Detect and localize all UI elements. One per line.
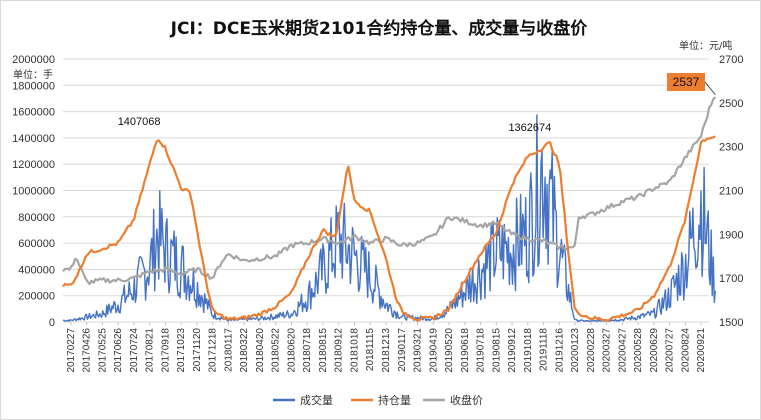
x-tick-label: 20170918	[160, 328, 171, 373]
right-tick-label: 1900	[719, 229, 743, 241]
right-tick-label: 2700	[719, 54, 743, 66]
annotations: 1407068 1362674	[118, 116, 552, 134]
right-tick-label: 2500	[719, 98, 743, 110]
x-tick-label: 20180620	[286, 328, 297, 373]
series-line-close-price	[62, 96, 717, 286]
x-tick-label: 20190520	[444, 328, 455, 373]
x-tick-label: 20180117	[223, 328, 234, 372]
legend-label: 成交量	[300, 393, 333, 407]
x-tick-label: 20191118	[539, 328, 550, 371]
left-tick-label: 600000	[18, 238, 55, 250]
chart-title: JCI：DCE玉米期货2101合约持仓量、成交量与收盘价	[170, 18, 589, 39]
left-tick-label: 1000000	[12, 186, 55, 198]
x-tick-label: 20190718	[476, 328, 487, 373]
x-tick-label: 20181115	[365, 328, 376, 371]
x-tick-label: 20190912	[507, 328, 518, 373]
x-tick-label: 20200727	[665, 328, 676, 373]
x-tick-label: 20170227	[66, 328, 77, 373]
legend-label: 持仓量	[378, 393, 411, 407]
left-tick-label: 1800000	[12, 80, 55, 92]
x-tick-label: 20180718	[302, 328, 313, 373]
legend-label: 收盘价	[450, 393, 483, 407]
x-tick-label: 20190117	[397, 328, 408, 372]
x-tick-label: 20170821	[145, 328, 156, 373]
x-tick-label: 20180420	[255, 328, 266, 373]
x-tick-label: 20180322	[239, 328, 250, 373]
right-axis-unit: 单位：元/吨	[679, 39, 732, 52]
data-label-annotation: 1362674	[508, 122, 551, 134]
plot-area	[62, 96, 717, 323]
price-callout-label: 2537	[673, 75, 700, 89]
series-line-open-interest	[62, 135, 716, 322]
x-tick-label: 20181213	[381, 328, 392, 373]
x-tick-label: 20171218	[208, 328, 219, 373]
x-axis-ticks: 20170227 20170426 20170525 20170626 20170724…	[66, 322, 707, 373]
x-tick-label: 20170626	[113, 328, 124, 373]
x-tick-label: 20200824	[680, 328, 691, 373]
x-tick-label: 20180522	[271, 328, 282, 373]
left-axis-ticks: 0 200000 400000 600000 800000 1000000 1200000 1…	[12, 54, 55, 329]
x-tick-label: 20190618	[460, 328, 471, 373]
x-tick-label: 20181018	[349, 328, 360, 373]
x-tick-label: 20171120	[192, 328, 203, 372]
right-tick-label: 2100	[719, 186, 743, 198]
right-tick-label: 1700	[719, 273, 743, 285]
x-tick-label: 20200228	[586, 328, 597, 373]
right-tick-label: 2300	[719, 142, 743, 154]
left-tick-label: 800000	[18, 212, 55, 224]
left-tick-label: 1600000	[12, 107, 55, 119]
left-tick-label: 2000000	[12, 54, 55, 66]
x-tick-label: 20200921	[696, 328, 707, 373]
x-tick-label: 20170724	[129, 328, 140, 373]
left-tick-label: 1400000	[12, 133, 55, 145]
series-line-volume	[62, 114, 716, 323]
x-tick-label: 20191018	[523, 328, 534, 373]
price-callout: 2537	[667, 73, 716, 96]
x-tick-label: 20190419	[428, 328, 439, 373]
x-tick-label: 20170426	[82, 328, 93, 373]
x-tick-label: 20200629	[649, 328, 660, 373]
left-axis-unit: 单位：手	[13, 68, 53, 81]
x-tick-label: 20200327	[602, 328, 613, 373]
x-tick-label: 20190321	[413, 328, 424, 373]
x-tick-label: 20171023	[176, 328, 187, 373]
left-tick-label: 0	[49, 317, 55, 329]
right-axis-ticks: 1500 1700 1900 2100 2300 2500 2700	[719, 54, 743, 329]
x-tick-label: 20170525	[97, 328, 108, 373]
x-tick-label: 20200528	[633, 328, 644, 373]
callout-leader-line	[704, 81, 716, 96]
data-label-annotation: 1407068	[118, 116, 161, 128]
legend: 成交量 持仓量 收盘价	[273, 393, 483, 407]
left-tick-label: 200000	[18, 291, 55, 303]
x-tick-label: 20180912	[334, 328, 345, 373]
left-tick-label: 400000	[18, 264, 55, 276]
x-tick-label: 20200427	[617, 328, 628, 373]
x-tick-label: 20191216	[554, 328, 565, 373]
price-callout-box	[667, 73, 705, 91]
x-tick-label: 20180815	[318, 328, 329, 373]
left-tick-label: 1200000	[12, 159, 55, 171]
x-tick-label: 20190815	[491, 328, 502, 373]
x-tick-label: 20200123	[570, 328, 581, 373]
right-tick-label: 1500	[719, 317, 743, 329]
